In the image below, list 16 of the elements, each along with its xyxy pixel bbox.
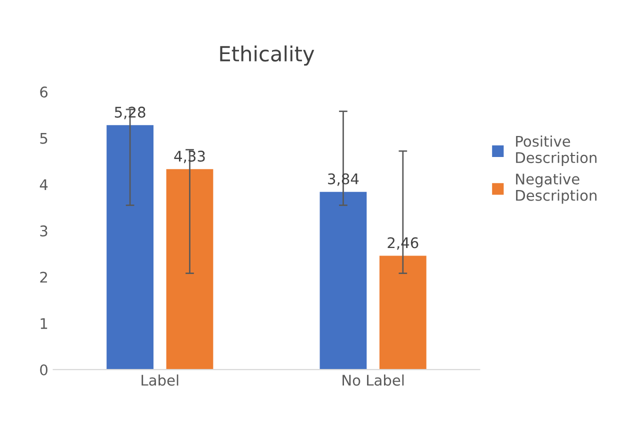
y-tick-label: 3 [40, 225, 48, 236]
bar [320, 192, 367, 370]
legend-label: Positive Description [516, 136, 596, 166]
chart-title: Ethicality [220, 45, 314, 66]
bar [106, 125, 154, 370]
bar [379, 256, 426, 370]
y-tick-label: 6 [40, 86, 48, 98]
y-tick-label: 2 [40, 272, 47, 283]
x-tick-label: No Label [342, 374, 404, 386]
y-tick-label: 5 [40, 133, 48, 144]
bar [166, 169, 214, 370]
y-tick-label: 1 [40, 318, 48, 329]
y-tick-label: 4 [40, 179, 48, 190]
y-tick-label: 0 [40, 364, 48, 376]
legend-label: Negative Description [516, 173, 596, 204]
x-tick-label: Label [142, 374, 178, 386]
